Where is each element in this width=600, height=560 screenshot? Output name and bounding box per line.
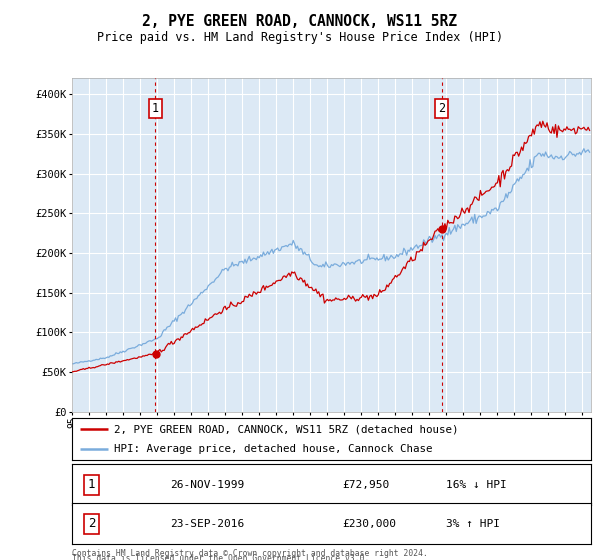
Text: £72,950: £72,950 xyxy=(342,480,389,489)
Text: 2, PYE GREEN ROAD, CANNOCK, WS11 5RZ: 2, PYE GREEN ROAD, CANNOCK, WS11 5RZ xyxy=(143,14,458,29)
Text: Contains HM Land Registry data © Crown copyright and database right 2024.: Contains HM Land Registry data © Crown c… xyxy=(72,549,428,558)
Text: 16% ↓ HPI: 16% ↓ HPI xyxy=(446,480,506,489)
Text: HPI: Average price, detached house, Cannock Chase: HPI: Average price, detached house, Cann… xyxy=(113,445,432,454)
Text: 23-SEP-2016: 23-SEP-2016 xyxy=(170,519,245,529)
Text: £230,000: £230,000 xyxy=(342,519,396,529)
Text: 1: 1 xyxy=(152,102,159,115)
Text: 1: 1 xyxy=(88,478,95,491)
Text: This data is licensed under the Open Government Licence v3.0.: This data is licensed under the Open Gov… xyxy=(72,554,370,560)
Text: 2: 2 xyxy=(438,102,445,115)
Text: 2, PYE GREEN ROAD, CANNOCK, WS11 5RZ (detached house): 2, PYE GREEN ROAD, CANNOCK, WS11 5RZ (de… xyxy=(113,424,458,434)
Text: Price paid vs. HM Land Registry's House Price Index (HPI): Price paid vs. HM Land Registry's House … xyxy=(97,31,503,44)
Text: 26-NOV-1999: 26-NOV-1999 xyxy=(170,480,245,489)
Text: 3% ↑ HPI: 3% ↑ HPI xyxy=(446,519,500,529)
Text: 2: 2 xyxy=(88,517,95,530)
